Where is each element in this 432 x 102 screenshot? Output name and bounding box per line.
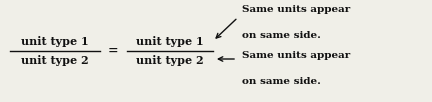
Text: unit type 1: unit type 1 [21, 36, 89, 47]
Text: unit type 1: unit type 1 [136, 36, 204, 47]
Text: on same side.: on same side. [242, 31, 321, 40]
Text: unit type 2: unit type 2 [21, 55, 89, 66]
Text: Same units appear: Same units appear [242, 5, 350, 14]
Text: =: = [108, 44, 118, 58]
Text: on same side.: on same side. [242, 76, 321, 85]
Text: Same units appear: Same units appear [242, 51, 350, 60]
Text: unit type 2: unit type 2 [136, 55, 204, 66]
